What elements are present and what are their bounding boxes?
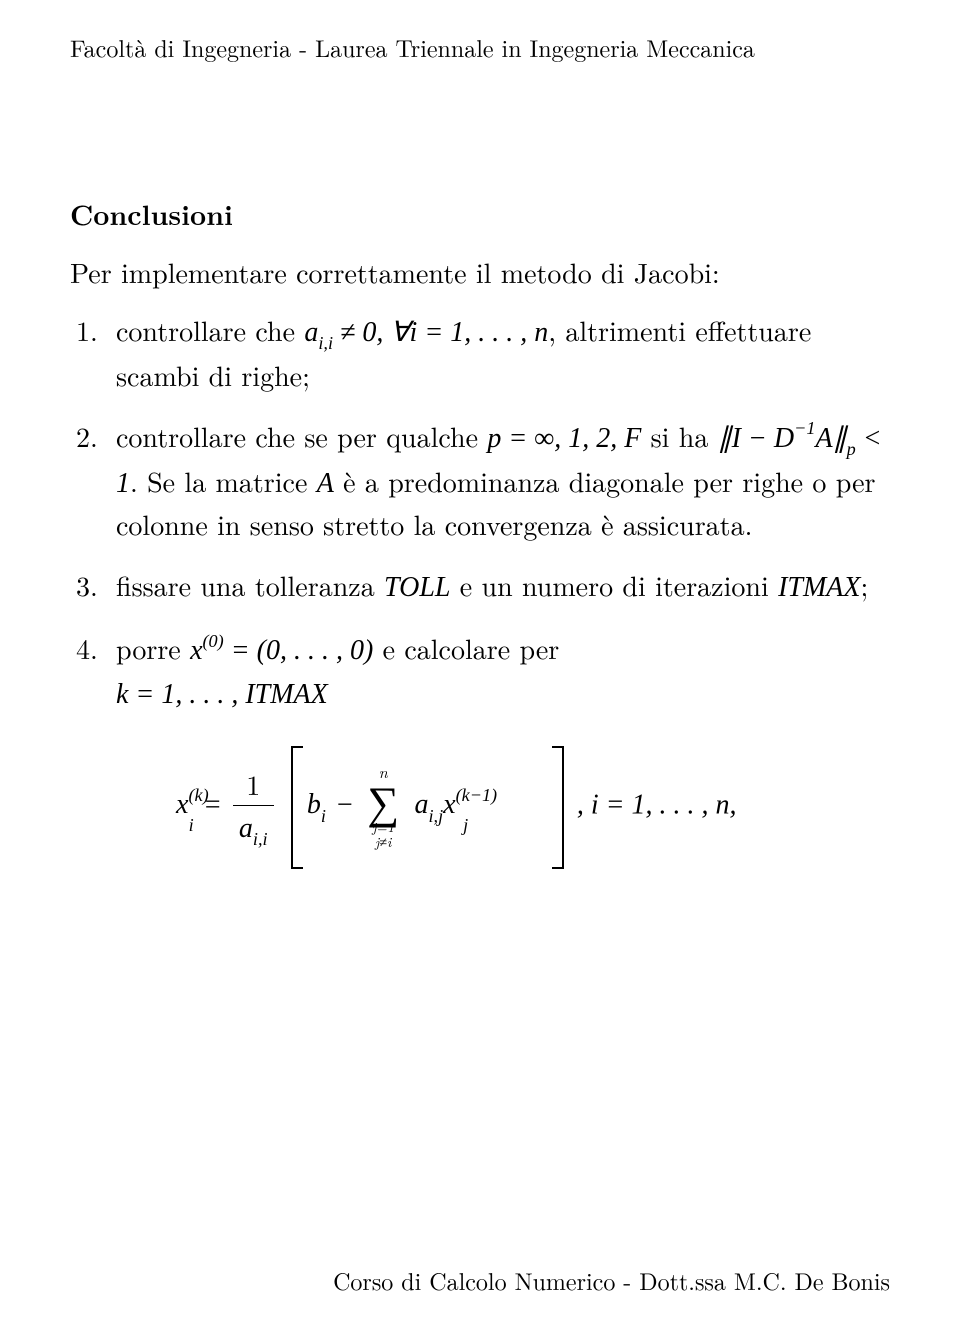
list-item: fissare una tolleranza TOLL e un numero … [70, 565, 890, 609]
math: ai,i ≠ 0, ∀i = 1, . . . , n [304, 317, 548, 348]
math: TOLL [384, 572, 450, 603]
summation: n ∑ j=1 j≠i [367, 764, 399, 851]
conclusion-list: controllare che ai,i ≠ 0, ∀i = 1, . . . … [70, 310, 890, 869]
page-footer: Corso di Calcolo Numerico - Dott.ssa M.C… [333, 1263, 890, 1297]
fraction: 1 ai,i [233, 764, 274, 851]
math: p = ∞, 1, 2, F [487, 423, 641, 454]
page: Facoltà di Ingegneria - Laurea Triennale… [0, 0, 960, 1327]
text: controllare che [116, 310, 304, 350]
text: si ha [641, 416, 717, 456]
list-item: controllare che ai,i ≠ 0, ∀i = 1, . . . … [70, 310, 890, 396]
list-item: controllare che se per qualche p = ∞, 1,… [70, 416, 890, 545]
intro-text: Per implementare correttamente il metodo… [70, 252, 890, 292]
math: ITMAX [778, 572, 860, 603]
text: ; [861, 565, 869, 605]
text: porre [116, 628, 190, 668]
math: x(0) = (0, . . . , 0) [190, 635, 373, 666]
text: fissare una tolleranza [116, 565, 384, 605]
page-header: Facoltà di Ingegneria - Laurea Triennale… [70, 30, 890, 64]
text: controllare che se per qualche [116, 416, 487, 456]
text: . Se la matrice [130, 461, 317, 501]
text: e calcolare per [373, 628, 559, 668]
math: k = 1, . . . , ITMAX [116, 679, 328, 710]
formula-tail: , i = 1, . . . , n, [577, 789, 737, 820]
math: A [317, 468, 334, 499]
text: e un numero di iterazioni [450, 565, 778, 605]
list-item: porre x(0) = (0, . . . , 0) e calcolare … [70, 628, 890, 869]
bracket: bi − n ∑ j=1 j≠i ai,jx(k−1)j [291, 746, 564, 869]
jacobi-formula: x(k)i = 1 ai,i bi − n ∑ j=1 j≠i [176, 746, 890, 869]
section-title: Conclusioni [70, 194, 890, 234]
